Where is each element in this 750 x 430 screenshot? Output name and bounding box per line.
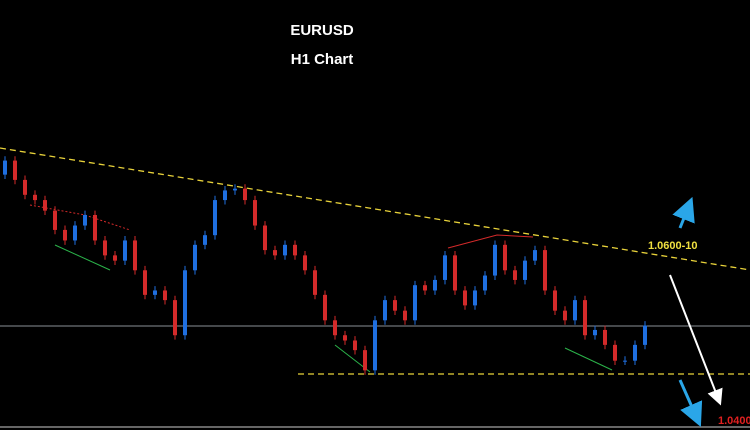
candle-body: [443, 255, 447, 280]
candle-body: [193, 244, 197, 271]
candle-body: [513, 270, 517, 280]
candle-body: [53, 210, 57, 230]
candle-body: [133, 240, 137, 271]
candle-body: [353, 340, 357, 351]
chart-title: EURUSD: [290, 22, 354, 39]
candle-body: [93, 215, 97, 241]
candle-body: [543, 250, 547, 291]
candle-body: [393, 300, 397, 311]
candle-body: [403, 310, 407, 321]
candle-body: [463, 290, 467, 306]
candle-body: [483, 275, 487, 291]
candle-body: [493, 244, 497, 276]
candle-body: [203, 235, 207, 245]
candle-body: [253, 200, 257, 226]
candle-body: [313, 270, 317, 295]
candle-body: [413, 285, 417, 321]
candle-body: [113, 255, 117, 261]
chart-subtitle: H1 Chart: [291, 51, 354, 68]
candle-body: [183, 270, 187, 336]
candle-body: [473, 290, 477, 306]
candle-body: [643, 325, 647, 345]
candle-body: [323, 294, 327, 321]
candle-body: [223, 190, 227, 201]
candle-body: [303, 255, 307, 271]
candle-body: [343, 335, 347, 341]
pattern-line: [564, 347, 613, 371]
candle-body: [73, 225, 77, 241]
candle-body: [293, 244, 297, 256]
annotation: 1.0600-10: [648, 240, 698, 252]
candle-body: [533, 250, 537, 261]
candle-body: [243, 188, 247, 201]
candle-body: [273, 250, 277, 256]
candle-body: [363, 350, 367, 371]
arrow-down: [678, 379, 703, 427]
candle-body: [103, 240, 107, 256]
candle-body: [633, 344, 637, 361]
candle-body: [373, 320, 377, 371]
candle-body: [623, 360, 627, 362]
candle-body: [43, 200, 47, 211]
candle-body: [13, 160, 17, 180]
trendline: [0, 147, 750, 271]
candle-body: [453, 255, 457, 291]
candle-body: [153, 290, 157, 295]
candle-body: [603, 329, 607, 345]
candle-body: [383, 300, 387, 321]
annotation: 1.0400: [718, 415, 750, 427]
arrow-projection: [669, 274, 723, 406]
candle-body: [573, 300, 577, 321]
candle-body: [33, 194, 37, 201]
candle-body: [503, 244, 507, 271]
candle-body: [143, 270, 147, 295]
candle-body: [333, 320, 337, 336]
candle-body: [263, 225, 267, 251]
candle-body: [283, 244, 287, 256]
candle-body: [583, 300, 587, 336]
candle-body: [423, 285, 427, 291]
candle-body: [163, 290, 167, 301]
pattern-line: [447, 234, 534, 249]
pattern-line: [54, 244, 111, 271]
candle-body: [523, 260, 527, 280]
arrow-up: [672, 196, 695, 229]
candle-body: [3, 160, 7, 175]
candle-body: [63, 229, 67, 241]
candle-body: [233, 188, 237, 191]
candle-body: [613, 344, 617, 361]
candle-body: [433, 279, 437, 291]
candle-body: [553, 290, 557, 311]
candle-body: [83, 215, 87, 226]
candle-body: [563, 310, 567, 321]
candle-body: [173, 300, 177, 336]
candle-body: [593, 329, 597, 336]
candle-body: [213, 200, 217, 236]
candle-body: [23, 179, 27, 195]
candle-body: [123, 240, 127, 261]
